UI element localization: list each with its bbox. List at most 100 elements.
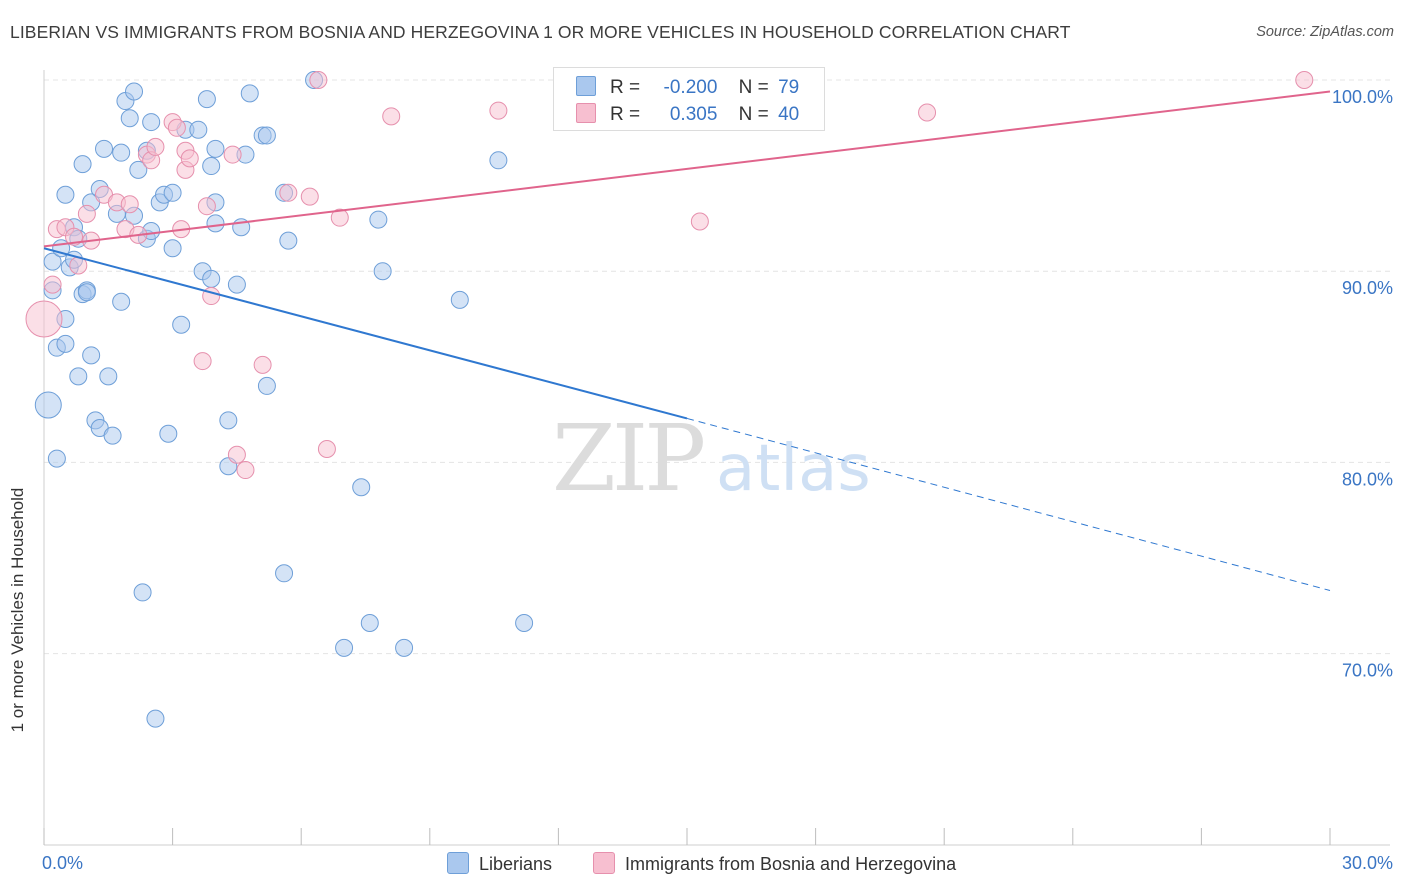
trend-line-liberians (43, 247, 688, 420)
y-tick-label: 100.0% (1332, 87, 1393, 107)
point-liberians (133, 583, 152, 602)
legend-swatch-pink (576, 103, 596, 123)
point-liberians (489, 151, 508, 170)
point-bosnia (309, 71, 328, 89)
point-bosnia (236, 461, 255, 480)
point-bosnia (227, 445, 246, 464)
point-bosnia (120, 195, 139, 214)
legend-swatch-pink (593, 852, 615, 874)
point-liberians (202, 269, 221, 288)
point-liberians (73, 155, 92, 174)
y-tick-label: 80.0% (1342, 469, 1393, 489)
point-liberians (146, 709, 165, 728)
point-liberians (206, 139, 225, 158)
point-liberians (257, 126, 276, 145)
point-liberians (77, 283, 96, 302)
point-liberians (515, 614, 534, 633)
point-bosnia (193, 352, 212, 371)
point-bosnia (253, 355, 272, 374)
point-liberians (112, 143, 131, 162)
point-liberians (189, 120, 208, 139)
point-liberians (163, 183, 182, 202)
point-bosnia (690, 212, 709, 231)
point-bosnia (300, 187, 319, 206)
point-liberians (47, 449, 66, 468)
legend-r-label: R = (610, 77, 641, 98)
trend-lines (43, 90, 1331, 591)
y-tick-label: 70.0% (1342, 661, 1393, 681)
point-liberians (56, 185, 75, 204)
source-label: Source: ZipAtlas.com (1256, 24, 1394, 40)
legend-item-liberians: Liberians (447, 852, 552, 875)
point-liberians (56, 334, 75, 353)
point-bosnia (65, 227, 84, 246)
legend-label-bosnia: Immigrants from Bosnia and Herzegovina (625, 854, 957, 874)
y-tick-label: 90.0% (1342, 278, 1393, 298)
legend-r-value: -0.200 (663, 77, 718, 98)
legend-swatch-blue (447, 852, 469, 874)
point-liberians (95, 139, 114, 158)
point-bosnia (330, 208, 349, 227)
stats-legend: R = -0.200 N = 79 R = 0.305 N = 40 (553, 67, 825, 131)
point-bosnia (146, 137, 165, 156)
x-tick-label: 0.0% (42, 853, 83, 873)
point-liberians (352, 478, 371, 497)
point-bosnia (43, 275, 62, 294)
watermark-zip: ZIP (552, 405, 703, 512)
point-liberians (369, 210, 388, 229)
legend-r-value: 0.305 (669, 104, 718, 125)
point-bosnia (317, 440, 336, 459)
legend-item-bosnia: Immigrants from Bosnia and Herzegovina (593, 852, 956, 875)
point-bosnia (918, 103, 937, 122)
scatter-points (25, 71, 1314, 728)
point-liberians (120, 109, 139, 128)
watermark-atlas: atlas (716, 432, 871, 506)
legend-row-liberians: R = -0.200 N = 79 (576, 76, 799, 98)
point-bosnia (197, 197, 216, 216)
legend-r-label: R = (610, 104, 641, 125)
point-liberians (34, 391, 62, 419)
trend-line-liberians-extrapolated (686, 417, 1331, 591)
point-liberians (142, 113, 161, 132)
point-liberians (112, 292, 131, 311)
trend-line-bosnia (43, 90, 1331, 248)
chart-title: LIBERIAN VS IMMIGRANTS FROM BOSNIA AND H… (10, 22, 1071, 42)
point-liberians (335, 638, 354, 657)
point-liberians (240, 84, 259, 103)
point-liberians (257, 376, 276, 395)
legend-label-liberians: Liberians (479, 854, 553, 874)
point-liberians (129, 160, 148, 179)
tick-labels: 70.0% 80.0% 90.0% 100.0% 0.0% 30.0% (42, 87, 1393, 873)
point-bosnia (382, 107, 401, 126)
legend-row-bosnia: R = 0.305 N = 40 (576, 103, 799, 125)
point-liberians (197, 90, 216, 109)
point-liberians (219, 411, 238, 430)
axes (43, 70, 1390, 846)
point-liberians (206, 214, 225, 233)
point-liberians (395, 638, 414, 657)
point-liberians (373, 262, 392, 281)
point-liberians (202, 157, 221, 176)
legend-n-value: 40 (778, 104, 800, 125)
watermark: ZIP atlas (552, 405, 871, 512)
point-liberians (275, 564, 294, 583)
point-liberians (43, 252, 62, 271)
point-liberians (279, 231, 298, 250)
legend-n-value: 79 (778, 77, 800, 98)
point-bosnia (180, 149, 199, 168)
point-bosnia (167, 118, 186, 137)
y-axis-label: 1 or more Vehicles in Household (8, 487, 27, 733)
point-bosnia (25, 300, 63, 338)
point-bosnia (77, 204, 96, 223)
point-liberians (227, 275, 246, 294)
legend-n-label: N = (738, 77, 769, 98)
point-liberians (99, 367, 118, 386)
point-liberians (125, 82, 144, 101)
point-liberians (450, 290, 469, 309)
point-liberians (103, 426, 122, 445)
point-liberians (159, 424, 178, 443)
legend-swatch-blue (576, 76, 596, 96)
point-liberians (163, 239, 182, 258)
point-liberians (69, 367, 88, 386)
